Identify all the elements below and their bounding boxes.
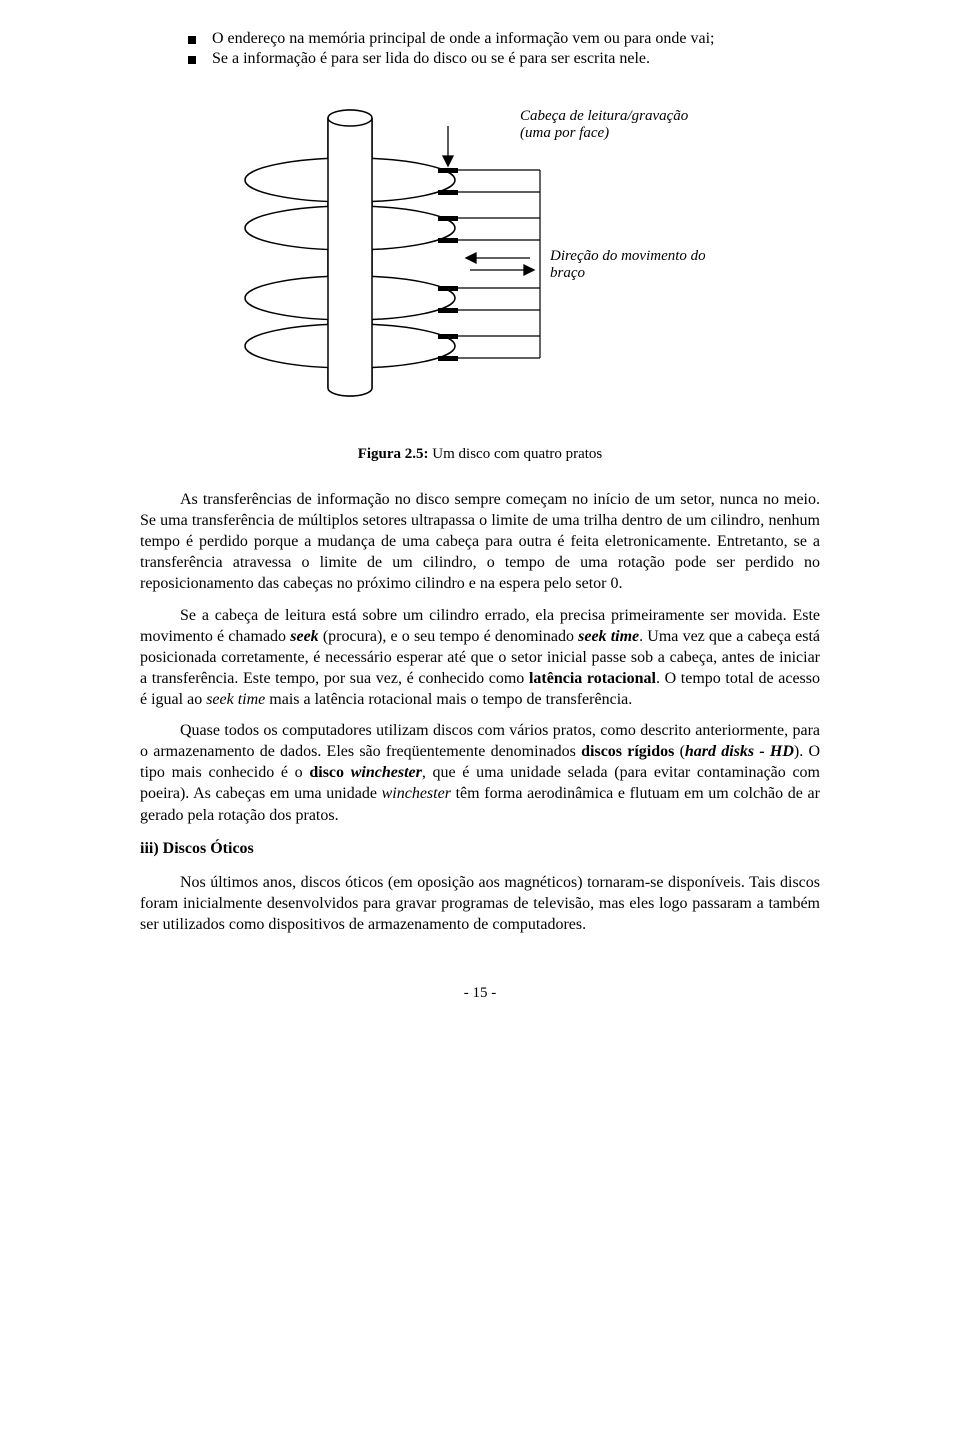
term-seek-time: seek time [578,628,639,645]
text-run: Nos últimos anos, discos óticos (em opos… [140,874,820,933]
figure-caption-bold: Figura 2.5: [358,446,429,462]
term-hard-disks: hard disks - HD [685,743,794,760]
paragraph-hard-disks: Quase todos os computadores utilizam dis… [140,720,820,826]
term-discos-rigidos: discos rígidos [581,743,674,760]
paragraph-seek: Se a cabeça de leitura está sobre um cil… [140,605,820,711]
page-root: O endereço na memória principal de onde … [70,0,890,1042]
heading-discos-oticos: iii) Discos Óticos [140,840,820,858]
bullet-text: Se a informação é para ser lida do disco… [212,50,820,68]
term-seek: seek [290,628,318,645]
figure-caption-text: Um disco com quatro pratos [429,446,603,462]
square-bullet-icon [188,56,196,64]
arrow-down-icon [443,126,453,166]
head-label: Cabeça de leitura/gravação (uma por face… [520,108,720,143]
para1-text: As transferências de informação no disco… [140,491,820,592]
term-winchester-2: winchester [382,785,451,802]
paragraph-transfer: As transferências de informação no disco… [140,489,820,595]
bullet-list: O endereço na memória principal de onde … [140,30,820,68]
text-run: (procura), e o seu tempo é denominado [319,628,578,645]
rw-heads [438,168,458,361]
disk-figure: Cabeça de leitura/gravação (uma por face… [140,88,820,463]
term-latencia-rotacional: latência rotacional [529,670,656,687]
list-item: O endereço na memória principal de onde … [188,30,820,48]
paragraph-optical-disks: Nos últimos anos, discos óticos (em opos… [140,872,820,935]
text-run: ( [674,743,685,760]
disk-diagram-svg: Cabeça de leitura/gravação (uma por face… [220,88,740,428]
term-winchester: winchester [351,764,422,781]
arm-lines [458,170,540,358]
square-bullet-icon [188,36,196,44]
bullet-text: O endereço na memória principal de onde … [212,30,820,48]
figure-caption: Figura 2.5: Um disco com quatro pratos [140,446,820,463]
list-item: Se a informação é para ser lida do disco… [188,50,820,68]
term-seek-time-2: seek time [206,691,265,708]
arm-label: Direção do movimento do braço [550,248,710,283]
page-number: - 15 - [140,985,820,1002]
double-arrow-icon [466,253,534,275]
term-disco: disco [309,764,350,781]
text-run: mais a latência rotacional mais o tempo … [265,691,632,708]
